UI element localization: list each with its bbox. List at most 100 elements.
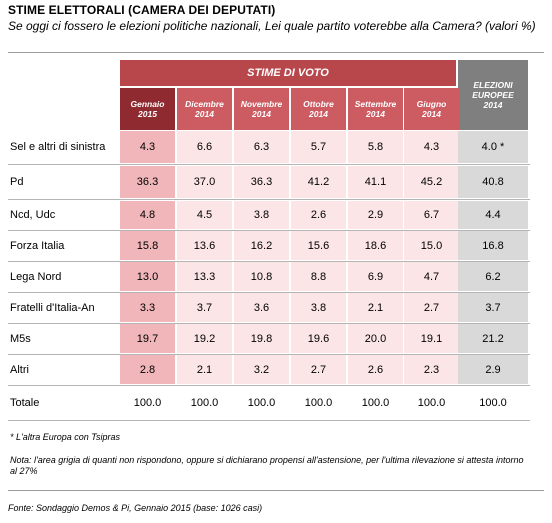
table-cell: 2.9 <box>348 201 403 229</box>
table-cell: 13.0 <box>120 262 175 291</box>
table-cell: 2.7 <box>404 293 459 322</box>
table-cell: 19.2 <box>177 324 232 353</box>
month-header-4: Settembre 2014 <box>348 88 403 130</box>
table-cell: 3.2 <box>234 355 289 384</box>
month-year: 2015 <box>138 109 157 119</box>
question-subtitle: Se oggi ci fossero le elezioni politiche… <box>8 19 536 33</box>
month-header-3: Ottobre 2014 <box>291 88 346 130</box>
bottom-divider <box>8 490 544 491</box>
month-name: Gennaio <box>130 99 165 109</box>
table-cell: 3.8 <box>234 201 289 229</box>
source-note: Fonte: Sondaggio Demos & Pi, Gennaio 201… <box>8 503 263 513</box>
month-year: 2014 <box>366 109 385 119</box>
month-header-0: Gennaio 2015 <box>120 88 175 130</box>
table-cell: 2.6 <box>291 201 346 229</box>
table-cell: 45.2 <box>404 166 459 198</box>
month-name: Giugno <box>416 99 447 109</box>
party-label: Ncd, Udc <box>10 209 56 221</box>
euro-header-line-1: ELEZIONI <box>473 80 513 90</box>
table-cell: 36.3 <box>234 166 289 198</box>
total-euro-cell: 100.0 <box>479 397 507 409</box>
month-name: Settembre <box>354 99 397 109</box>
euro-cell: 3.7 <box>458 293 528 322</box>
table-cell: 41.1 <box>348 166 403 198</box>
table-cell: 6.9 <box>348 262 403 291</box>
total-cell: 100.0 <box>133 397 162 409</box>
euro-cell: 4.4 <box>458 201 528 229</box>
party-label: Sel e altri di sinistra <box>10 141 106 153</box>
table-cell: 2.6 <box>348 355 403 384</box>
page-title: STIME ELETTORALI (CAMERA DEI DEPUTATI) <box>8 3 276 17</box>
party-label: Altri <box>10 363 29 376</box>
table-cell: 19.1 <box>404 324 459 353</box>
table-cell: 19.8 <box>234 324 289 353</box>
euro-cell: 4.0 * <box>458 131 528 163</box>
month-name: Ottobre <box>303 99 334 109</box>
table-cell: 18.6 <box>348 231 403 260</box>
table-cell: 20.0 <box>348 324 403 353</box>
total-cell: 100.0 <box>361 397 390 409</box>
party-label: M5s <box>10 332 31 345</box>
table-cell: 19.6 <box>291 324 346 353</box>
table-cell: 15.6 <box>291 231 346 260</box>
table-cell: 6.7 <box>404 201 459 229</box>
footnote: * L'altra Europa con Tsipras <box>10 432 120 442</box>
month-header-5: Giugno 2014 <box>404 88 459 130</box>
table-cell: 4.5 <box>177 201 232 229</box>
month-header-1: Dicembre 2014 <box>177 88 232 130</box>
table-cell: 3.3 <box>120 293 175 322</box>
month-header-2: Novembre 2014 <box>234 88 289 130</box>
party-label: Forza Italia <box>10 239 65 252</box>
total-cell: 100.0 <box>247 397 276 409</box>
month-name: Dicembre <box>185 99 224 109</box>
table-cell: 5.7 <box>291 131 346 163</box>
row-divider <box>8 230 530 231</box>
top-divider <box>8 52 544 53</box>
total-cell: 100.0 <box>304 397 333 409</box>
note: Nota: l'area grigia di quanti non rispon… <box>10 455 524 476</box>
euro-cell: 40.8 <box>458 166 528 198</box>
stime-di-voto-header: STIME DI VOTO <box>120 60 456 86</box>
row-divider <box>8 164 530 165</box>
table-cell: 3.6 <box>234 293 289 322</box>
table-cell: 2.7 <box>291 355 346 384</box>
table-cell: 2.3 <box>404 355 459 384</box>
total-cell: 100.0 <box>190 397 219 409</box>
row-divider <box>8 323 530 324</box>
table-bottom-divider <box>8 420 530 421</box>
party-label: Lega Nord <box>10 270 62 283</box>
table-cell: 8.8 <box>291 262 346 291</box>
elezioni-europee-header: ELEZIONI EUROPEE 2014 <box>458 60 528 130</box>
table-cell: 36.3 <box>120 166 175 198</box>
table-cell: 37.0 <box>177 166 232 198</box>
month-year: 2014 <box>309 109 328 119</box>
table-cell: 4.8 <box>120 201 175 229</box>
row-divider <box>8 354 530 355</box>
table-cell: 3.7 <box>177 293 232 322</box>
month-year: 2014 <box>195 109 214 119</box>
row-divider <box>8 292 530 293</box>
table-cell: 2.8 <box>120 355 175 384</box>
table-cell: 4.3 <box>404 131 459 163</box>
table-cell: 15.8 <box>120 231 175 260</box>
row-divider <box>8 199 530 200</box>
table-cell: 6.6 <box>177 131 232 163</box>
month-year: 2014 <box>422 109 441 119</box>
euro-cell: 21.2 <box>458 324 528 353</box>
table-cell: 15.0 <box>404 231 459 260</box>
table-cell: 13.6 <box>177 231 232 260</box>
party-label: Fratelli d'Italia-An <box>10 301 95 314</box>
table-cell: 41.2 <box>291 166 346 198</box>
table-cell: 2.1 <box>177 355 232 384</box>
table-cell: 13.3 <box>177 262 232 291</box>
party-label: Pd <box>10 176 24 188</box>
table-cell: 5.8 <box>348 131 403 163</box>
table-cell: 2.1 <box>348 293 403 322</box>
month-name: Novembre <box>240 99 283 109</box>
euro-header-line-2: EUROPEE <box>472 90 514 100</box>
table-cell: 19.7 <box>120 324 175 353</box>
euro-header-line-3: 2014 <box>483 100 503 110</box>
euro-cell: 16.8 <box>458 231 528 260</box>
euro-cell: 2.9 <box>458 355 528 384</box>
row-divider <box>8 385 530 386</box>
